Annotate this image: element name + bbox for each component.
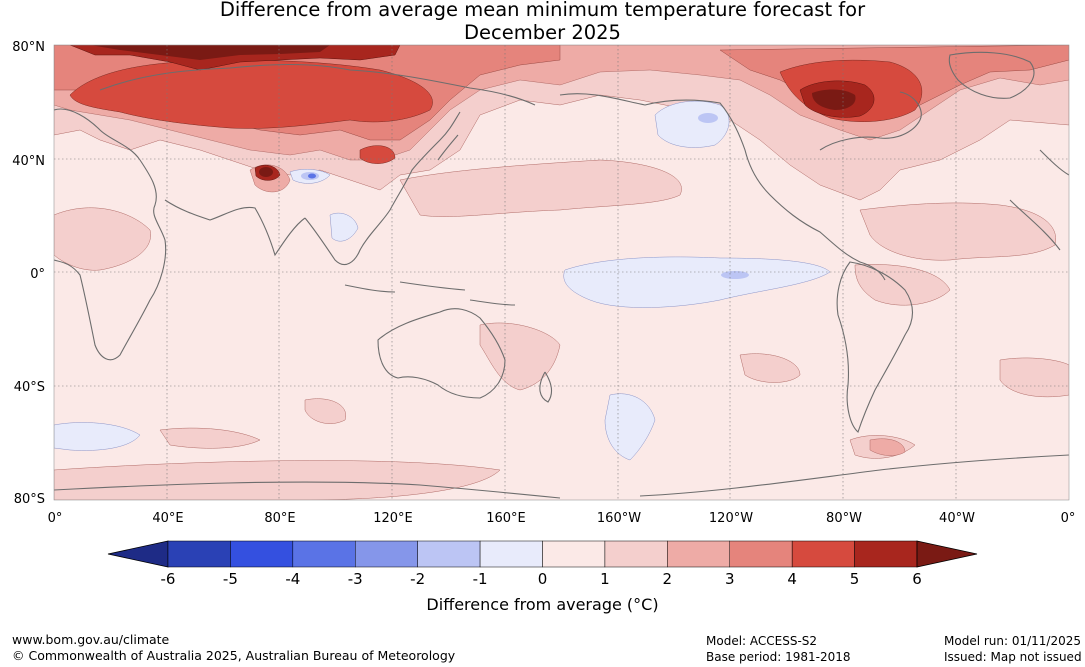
footer-model-run: Model run: 01/11/2025	[944, 634, 1082, 648]
lon-label: 0°	[48, 511, 63, 526]
map-title-line2: December 2025	[464, 21, 621, 44]
lon-label: 160°E	[486, 511, 526, 526]
lon-label: 120°E	[373, 511, 413, 526]
colorbar-tick-label: -5	[223, 570, 238, 588]
colorbar-segment	[854, 540, 918, 568]
lon-label: 120°W	[709, 511, 753, 526]
colorbar-segment	[604, 540, 668, 568]
colorbar-tick-label: 6	[912, 570, 922, 588]
colorbar-tick-label: -1	[473, 570, 488, 588]
footer-base-period: Base period: 1981-2018	[706, 650, 851, 664]
lon-label: 80°E	[264, 511, 295, 526]
lon-label: 0°	[1061, 511, 1076, 526]
map-frame	[53, 44, 1070, 501]
colorbar-tick-label: 2	[663, 570, 673, 588]
colorbar-segment	[729, 540, 793, 568]
colorbar-tick-label: -6	[161, 570, 176, 588]
colorbar-label: Difference from average (°C)	[426, 595, 659, 614]
colorbar-extend-low	[107, 540, 169, 568]
colorbar-segment	[479, 540, 543, 568]
colorbar-tick-label: 1	[600, 570, 610, 588]
lon-label: 160°W	[597, 511, 641, 526]
lat-label: 40°S	[14, 380, 45, 395]
colorbar-tick-label: -4	[285, 570, 300, 588]
colorbar-tick-label: -3	[348, 570, 363, 588]
graticule	[54, 45, 1069, 500]
footer-site: www.bom.gov.au/climate	[12, 632, 170, 647]
lat-label: 0°	[30, 267, 45, 282]
lon-label: 80°W	[826, 511, 862, 526]
colorbar-tick-label: 5	[850, 570, 860, 588]
colorbar: -6 -5 -4 -3 -2 -1 0 1 2 3 4 5 6	[107, 540, 978, 588]
colorbar-segment	[542, 540, 606, 568]
colorbar-segment	[292, 540, 356, 568]
colorbar-tick-label: -2	[410, 570, 425, 588]
lat-label: 80°N	[12, 40, 45, 55]
longitude-labels: 0° 40°E 80°E 120°E 160°E 160°W 120°W 80°…	[48, 511, 1076, 526]
lat-label: 40°N	[12, 154, 45, 169]
colorbar-segment	[791, 540, 855, 568]
colorbar-tick-label: 4	[787, 570, 797, 588]
colorbar-extend-high	[916, 540, 978, 568]
colorbar-segment	[417, 540, 481, 568]
colorbar-tick-label: 3	[725, 570, 735, 588]
coastlines	[54, 51, 1069, 499]
colorbar-segment	[667, 540, 730, 568]
lat-label: 80°S	[14, 492, 45, 507]
colorbar-segment	[230, 540, 294, 568]
anomaly-field	[54, 45, 1069, 500]
map-title-line1: Difference from average mean minimum tem…	[219, 0, 866, 21]
lon-label: 40°E	[152, 511, 183, 526]
footer-model: Model: ACCESS-S2	[706, 634, 818, 648]
footer-issued: Issued: Map not issued	[944, 650, 1082, 664]
latitude-labels: 80°N 40°N 0° 40°S 80°S	[12, 40, 45, 507]
colorbar-tick-label: 0	[538, 570, 548, 588]
colorbar-segment	[355, 540, 418, 568]
lon-label: 40°W	[939, 511, 975, 526]
colorbar-segment	[167, 540, 231, 568]
footer-copyright: © Commonwealth of Australia 2025, Austra…	[12, 648, 456, 663]
